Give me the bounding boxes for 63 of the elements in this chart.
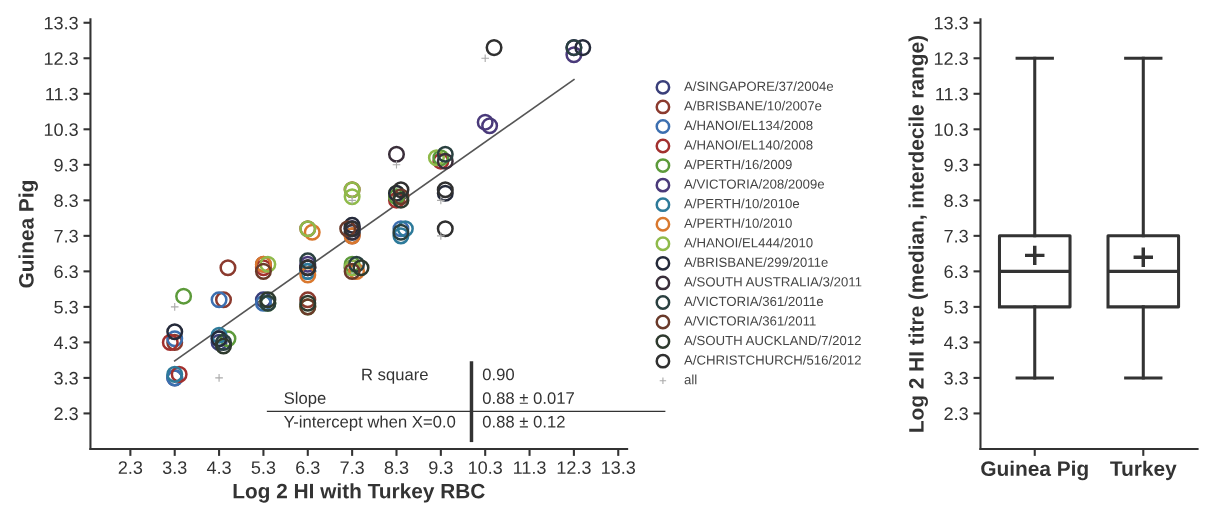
annotation: 0.88 ± 0.12 <box>482 415 565 428</box>
legend-label: A/PERTH/10/2010 <box>684 218 792 228</box>
x-tick-label: 3.3 <box>162 461 187 474</box>
y-tick-label: 2.3 <box>54 407 78 421</box>
y-tick-label: 2.3 <box>944 407 968 421</box>
y-tick-label: 11.3 <box>46 87 78 101</box>
x-tick-label: 12.3 <box>557 461 591 474</box>
legend-label: A/SINGAPORE/37/2004e <box>684 81 834 91</box>
legend-label: A/HANOI/EL134/2008 <box>684 120 813 131</box>
y-tick-label: 11.3 <box>936 87 968 101</box>
y-tick-label: 3.3 <box>54 371 78 385</box>
x-tick-label: 6.3 <box>296 461 320 474</box>
legend-label: A/HANOI/EL444/2010 <box>684 237 813 248</box>
y-tick-label: 4.3 <box>53 336 78 350</box>
y-tick-label: 5.3 <box>944 300 968 314</box>
y-tick-label: 13.3 <box>44 16 78 30</box>
y-tick-label: 7.3 <box>944 229 968 243</box>
legend-label: A/BRISBANE/10/2007e <box>684 100 822 111</box>
legend-label: A/VICTORIA/361/2011 <box>684 315 816 326</box>
y-tick-label: 9.3 <box>944 158 968 172</box>
y-tick-label: 4.3 <box>943 336 968 350</box>
y-tick-label: 10.3 <box>934 123 968 137</box>
y-tick-label: 6.3 <box>54 265 78 279</box>
x-tick-label: 8.3 <box>384 461 409 474</box>
x-tick-label: 9.3 <box>429 461 453 474</box>
y-tick-label: 12.3 <box>44 52 78 65</box>
annotation: 0.88 ± 0.017 <box>482 392 574 404</box>
legend-label: all <box>684 374 697 385</box>
y-tick-label: 8.3 <box>54 194 78 208</box>
y-tick-label: 13.3 <box>934 16 968 30</box>
x-tick-label: 11.3 <box>514 461 546 474</box>
x-tick-label: 13.3 <box>602 461 636 474</box>
x-tick-label: 10.3 <box>469 461 502 474</box>
y-tick-label: 10.3 <box>44 123 78 137</box>
y-axis-title: Guinea Pig <box>18 181 38 288</box>
legend-label: A/PERTH/10/2010e <box>684 198 800 209</box>
x-tick-label: 7.3 <box>340 461 364 474</box>
y-axis-title: Log 2 HI titre (median, interdecile range) <box>908 35 928 432</box>
annotation: R square <box>362 368 428 384</box>
legend-label: A/CHRISTCHURCH/516/2012 <box>684 355 861 365</box>
legend-label: A/VICTORIA/208/2009e <box>684 179 825 189</box>
y-tick-label: 8.3 <box>944 194 968 208</box>
y-tick-label: 3.3 <box>944 371 968 385</box>
y-tick-label: 7.3 <box>54 229 78 243</box>
y-tick-label: 6.3 <box>944 265 968 279</box>
legend-label: A/PERTH/16/2009 <box>684 159 792 170</box>
x-tick-label: Turkey <box>1110 460 1177 481</box>
y-tick-label: 9.3 <box>54 158 78 172</box>
x-axis-title: Log 2 HI with Turkey RBC <box>233 483 485 503</box>
x-tick-label: Guinea Pig <box>981 460 1088 481</box>
annotation: Y-intercept when X=0.0 <box>284 415 456 431</box>
x-tick-label: 2.3 <box>118 461 143 474</box>
x-tick-label: 4.3 <box>206 461 231 474</box>
y-tick-label: 12.3 <box>934 52 968 65</box>
annotation: 0.90 <box>482 368 515 381</box>
legend-label: A/SOUTH AUSTRALIA/3/2011 <box>684 276 862 287</box>
legend-label: A/BRISBANE/299/2011e <box>684 257 828 267</box>
legend-label: A/SOUTH AUCKLAND/7/2012 <box>684 335 861 346</box>
legend-label: A/VICTORIA/361/2011e <box>684 296 824 307</box>
legend-label: A/HANOI/EL140/2008 <box>684 139 813 150</box>
x-tick-label: 5.3 <box>251 461 276 474</box>
y-tick-label: 5.3 <box>54 300 78 314</box>
annotation: Slope <box>284 391 326 408</box>
